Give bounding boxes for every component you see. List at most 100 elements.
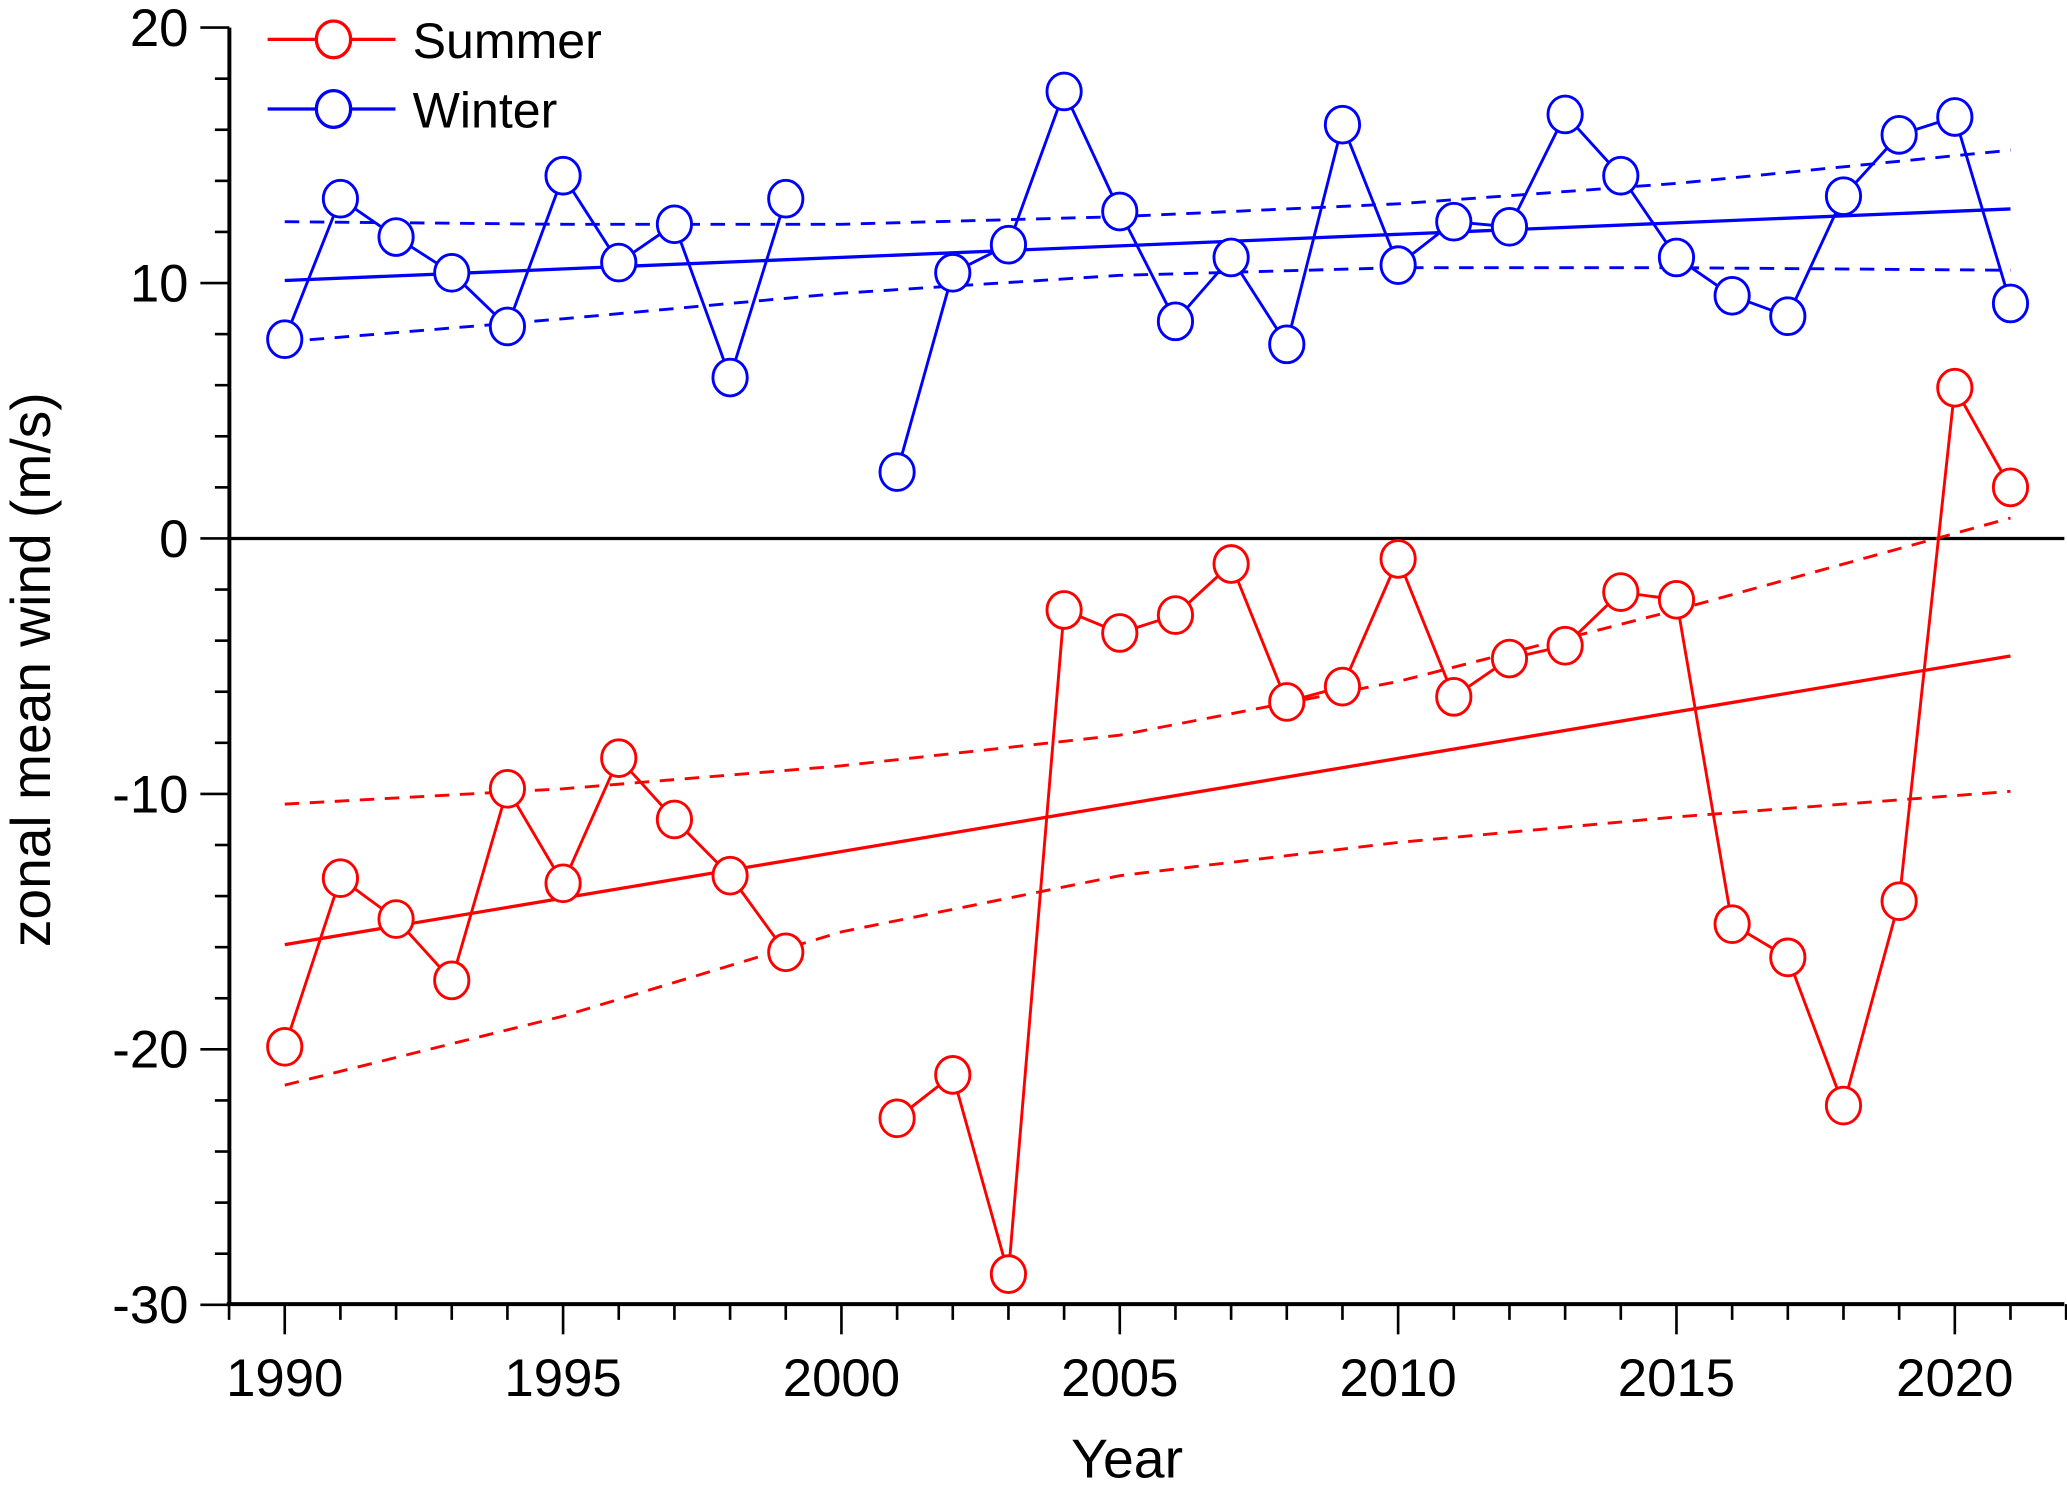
x-tick-label: 1995 [504,1349,621,1408]
winter-point [1212,237,1250,278]
winter-point [1045,71,1083,112]
winter-point [878,452,916,492]
winter-point [1379,245,1417,285]
plot-area [229,71,2065,1294]
winter-point [1490,206,1529,247]
winter-point [1156,301,1195,342]
summer-point [1045,590,1083,630]
summer-point [544,863,582,904]
y-tick-label: 0 [159,510,188,569]
legend-item-winter: Winter [267,82,558,138]
winter-point [1435,201,1473,242]
summer-data-line [896,383,2012,1275]
summer-point [377,899,415,939]
y-tick-label: 10 [130,254,189,313]
x-tick-label: 2010 [1339,1349,1456,1408]
summer-point [1769,937,1807,978]
legend-summer-marker [314,19,353,60]
x-tick-label: 1990 [226,1349,343,1408]
ticks: 1990 1995 2000 2005 2010 2015 2020 -30 -20 -10 0 10… [112,0,2067,1408]
winter-point [1824,176,1863,217]
series-winter [266,71,2030,492]
winter-ci-lower-band [284,266,2011,344]
x-axis-title: Year [1071,1428,1183,1488]
winter-point [1991,283,2030,324]
y-tick-label: -20 [112,1021,188,1080]
winter-point [377,217,415,257]
winter-point [1769,296,1807,337]
winter-point [1880,115,1918,155]
winter-trend-line [284,207,2011,283]
summer-point [488,768,527,809]
x-tick-label: 2015 [1618,1349,1735,1408]
summer-point [1490,638,1529,679]
winter-point [934,252,972,293]
x-tick-label: 2000 [783,1349,900,1408]
winter-point [1936,97,1974,137]
series-summer [266,367,2030,1294]
legend-winter-label: Winter [413,82,558,138]
winter-ci-upper-band [284,148,2011,226]
summer-point [433,960,471,1001]
summer-point [989,1254,1028,1294]
legend-item-summer: Summer [267,13,602,69]
summer-point [934,1055,972,1095]
x-tick-label: 2020 [1896,1349,2013,1408]
winter-point [544,155,582,196]
summer-point [1657,579,1696,620]
legend-summer-label: Summer [413,13,602,69]
summer-point [1156,595,1195,635]
winter-point [488,306,527,347]
summer-point [711,855,749,896]
legend-winter-marker [314,88,353,130]
summer-point [1379,539,1417,579]
summer-point [655,799,694,840]
summer-ci-lower-band [284,789,2011,1087]
winter-point [1101,191,1139,232]
winter-point [711,357,749,398]
winter-point [989,224,1028,265]
summer-point [1936,367,1974,408]
summer-point [266,1026,304,1067]
x-tick-label: 2005 [1061,1349,1178,1408]
summer-point [1713,904,1751,945]
summer-ci-upper-band [284,516,2011,806]
winter-point [266,319,304,360]
y-tick-label: 20 [130,0,189,58]
summer-point [1880,881,1918,922]
winter-point [1713,275,1751,316]
winter-point [433,252,471,293]
summer-point [321,858,359,899]
y-tick-label: -30 [112,1276,188,1335]
summer-point [1212,544,1250,584]
winter-point [1657,237,1696,278]
summer-trend-line [284,654,2011,947]
axes [226,27,2065,1307]
winter-point [1546,94,1584,135]
winter-data-line [895,87,2012,473]
y-tick-label: -10 [112,765,188,824]
winter-point [1602,155,1640,196]
summer-point [1602,572,1640,612]
winter-point [1323,104,1362,145]
summer-point [1268,682,1306,722]
summer-point [1323,666,1362,707]
summer-point [878,1098,916,1139]
summer-point [1991,467,2030,508]
summer-point [1546,625,1584,666]
summer-point [1101,613,1139,653]
winter-data-line [283,172,788,383]
summer-point [1435,677,1473,717]
winter-point [767,178,805,219]
summer-point [1824,1085,1863,1126]
summer-point [767,932,805,973]
summer-data-line [283,755,787,1048]
winter-point [321,178,359,219]
y-axis-title: zonal mean wind (m/s) [0,392,62,947]
legend: Summer Winter [267,13,602,138]
winter-point [600,242,638,283]
winter-point [655,204,694,245]
summer-point [600,738,638,778]
winter-point [1268,324,1306,365]
